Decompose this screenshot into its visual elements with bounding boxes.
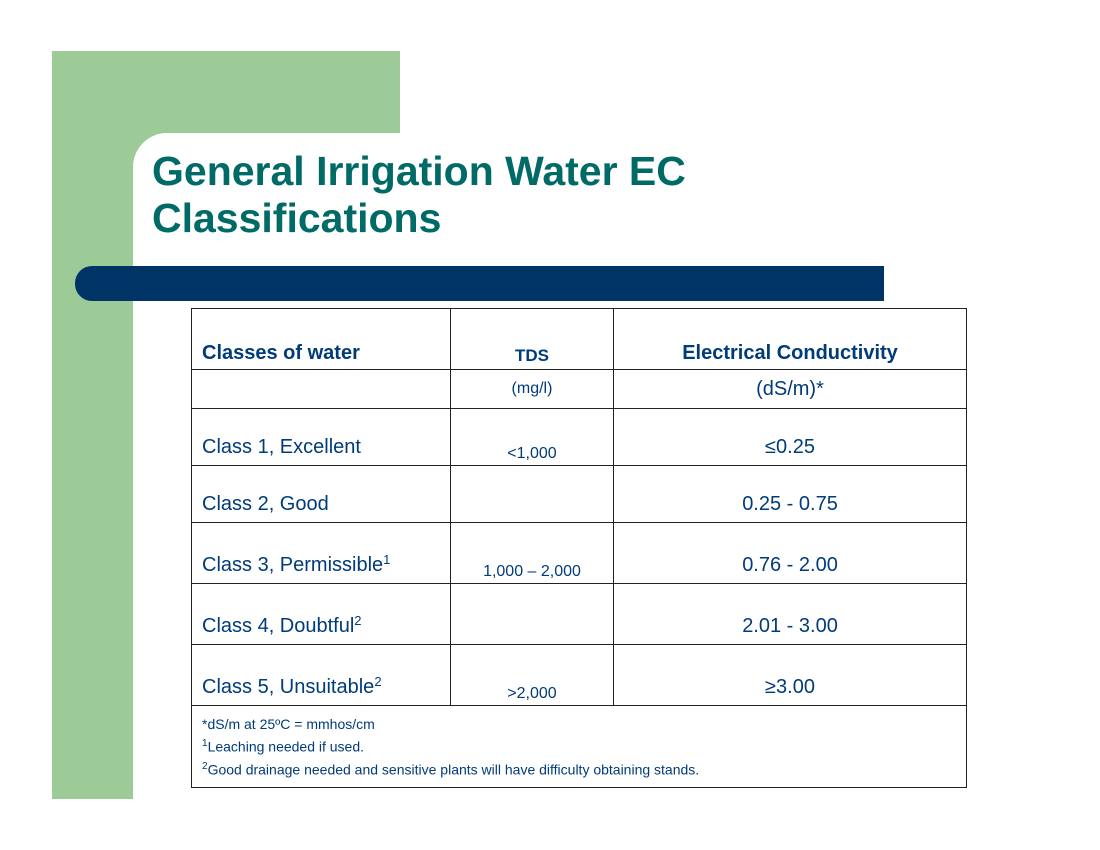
footnote-1-text: Leaching needed if used. <box>207 738 365 755</box>
class-cell: Class 5, Unsuitable2 <box>191 644 451 706</box>
slide-title: General Irrigation Water EC Classificati… <box>152 148 686 242</box>
ec-cell: 2.01 - 3.00 <box>613 583 967 645</box>
ec-cell: ≤0.25 <box>613 408 967 466</box>
tds-cell: >2,000 <box>450 644 614 706</box>
footnotes-cell: *dS/m at 25ºC = mmhos/cm 1Leaching neede… <box>191 705 967 788</box>
footnote-1: 1Leaching needed if used. <box>202 734 956 757</box>
title-divider-bar <box>75 266 884 301</box>
class-label: Class 3, Permissible <box>202 554 384 576</box>
table-row: Class 2, Good 0.25 - 0.75 <box>191 465 967 523</box>
class-cell: Class 2, Good <box>191 465 451 523</box>
table-header-row: Classes of water TDS Electrical Conducti… <box>191 308 967 370</box>
footnote-marker: 1 <box>383 552 391 567</box>
ec-cell: 0.76 - 2.00 <box>613 522 967 584</box>
green-accent-left <box>52 51 133 799</box>
footnote-2-marker: 2 <box>202 760 208 772</box>
table-row: Class 3, Permissible1 1,000 – 2,000 0.76… <box>191 522 967 584</box>
footnote-marker: 2 <box>374 674 382 689</box>
table-footnotes-row: *dS/m at 25ºC = mmhos/cm 1Leaching neede… <box>191 705 967 788</box>
slide-title-line1: General Irrigation Water EC <box>152 148 686 194</box>
class-label: Class 1, Excellent <box>202 436 361 458</box>
table-row: Class 4, Doubtful2 2.01 - 3.00 <box>191 583 967 645</box>
class-cell: Class 1, Excellent <box>191 408 451 466</box>
header-ec: Electrical Conductivity <box>613 308 967 370</box>
header-tds: TDS <box>450 308 614 370</box>
footnote-2: 2Good drainage needed and sensitive plan… <box>202 757 956 780</box>
table-row: Class 5, Unsuitable2 >2,000 ≥3.00 <box>191 644 967 706</box>
table-row: Class 1, Excellent <1,000 ≤0.25 <box>191 408 967 466</box>
table-units-row: (mg/l) (dS/m)* <box>191 369 967 409</box>
classification-table: Classes of water TDS Electrical Conducti… <box>191 308 967 788</box>
header-classes: Classes of water <box>191 308 451 370</box>
footnote-1-marker: 1 <box>202 738 208 749</box>
class-label: Class 4, Doubtful <box>202 615 355 637</box>
ec-cell: ≥3.00 <box>613 644 967 706</box>
class-label: Class 2, Good <box>202 493 329 515</box>
footnote-star: *dS/m at 25ºC = mmhos/cm <box>202 716 375 732</box>
class-cell: Class 3, Permissible1 <box>191 522 451 584</box>
tds-cell <box>450 583 614 645</box>
units-tds: (mg/l) <box>450 369 614 409</box>
tds-cell: <1,000 <box>450 408 614 466</box>
ec-cell: 0.25 - 0.75 <box>613 465 967 523</box>
tds-cell: 1,000 – 2,000 <box>450 522 614 584</box>
footnote-marker: 2 <box>354 613 362 628</box>
footnote-2-text: Good drainage needed and sensitive plant… <box>207 761 700 778</box>
slide-title-line2: Classifications <box>152 195 442 241</box>
class-label: Class 5, Unsuitable <box>202 676 375 698</box>
units-blank <box>191 369 451 409</box>
units-ec: (dS/m)* <box>613 369 967 409</box>
class-cell: Class 4, Doubtful2 <box>191 583 451 645</box>
tds-cell <box>450 465 614 523</box>
